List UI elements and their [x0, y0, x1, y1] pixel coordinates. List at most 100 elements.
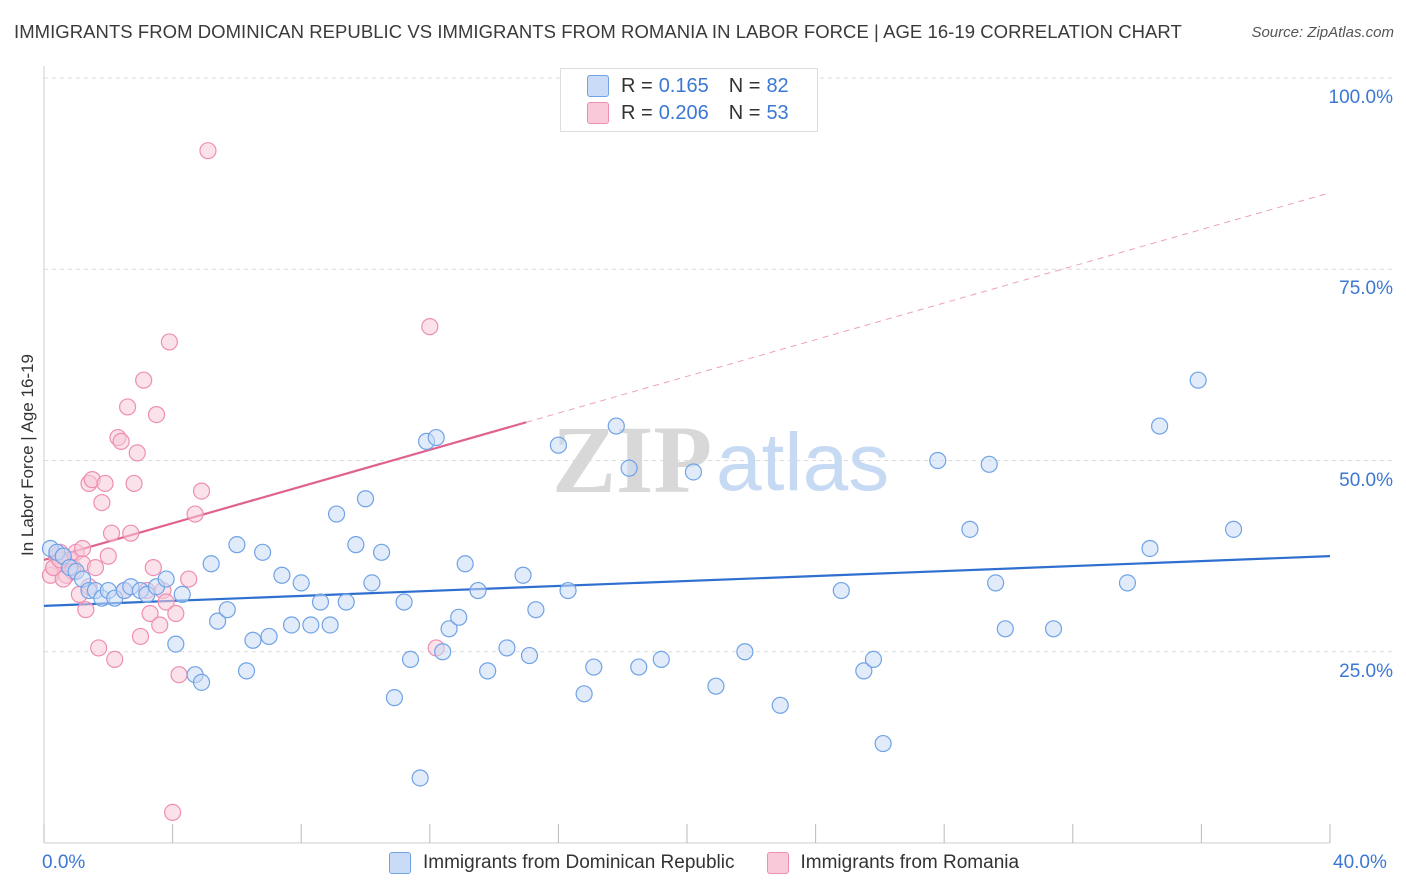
- point-dominican: [1151, 417, 1169, 435]
- point-dominican: [260, 627, 278, 646]
- point-dominican: [363, 574, 381, 592]
- point-romania: [125, 474, 143, 493]
- point-dominican: [440, 620, 458, 638]
- point-dominican: [527, 601, 545, 619]
- point-romania: [147, 406, 166, 424]
- point-romania: [199, 142, 217, 160]
- point-dominican: [980, 455, 998, 473]
- point-dominican: [736, 643, 754, 661]
- stats-legend: R = 0.165 N = 82 R = 0.206 N = 53: [560, 68, 818, 132]
- point-dominican: [434, 643, 452, 661]
- point-romania: [192, 482, 211, 500]
- legend-n-value: 82: [766, 74, 789, 97]
- trend-line-dominican: [43, 555, 1331, 607]
- point-dominican: [327, 505, 346, 523]
- point-dominican: [855, 662, 873, 680]
- point-romania: [170, 666, 188, 684]
- point-dominican: [202, 555, 220, 573]
- point-romania: [131, 627, 150, 646]
- point-dominican: [173, 585, 191, 603]
- point-dominican: [1141, 539, 1159, 558]
- point-dominican: [321, 616, 339, 634]
- point-dominican: [302, 616, 320, 634]
- point-dominican: [237, 662, 256, 680]
- series-label: Immigrants from Romania: [800, 852, 1020, 873]
- point-dominican: [157, 570, 175, 588]
- point-dominican: [864, 650, 883, 669]
- point-dominican: [479, 662, 497, 680]
- point-romania: [186, 505, 204, 523]
- chart-source: Source: ZipAtlas.com: [1251, 24, 1394, 41]
- point-romania: [73, 539, 92, 558]
- point-dominican: [652, 650, 670, 669]
- y-tick-label: 100.0%: [1328, 87, 1393, 108]
- point-romania: [151, 616, 169, 634]
- point-dominican: [620, 459, 638, 477]
- point-dominican: [832, 581, 850, 600]
- y-tick-label: 75.0%: [1339, 278, 1393, 300]
- point-dominican: [1118, 574, 1137, 592]
- point-romania: [102, 524, 121, 542]
- series-swatch-pink: [766, 852, 789, 874]
- point-dominican: [401, 650, 420, 669]
- point-romania: [99, 547, 117, 565]
- y-tick-label: 50.0%: [1339, 469, 1393, 491]
- series-legend: Immigrants from Dominican Republic Immig…: [389, 852, 1051, 874]
- point-romania: [144, 558, 162, 577]
- legend-r-label: R =: [621, 74, 653, 97]
- point-dominican: [1189, 371, 1207, 389]
- point-dominican: [273, 566, 291, 584]
- points-layer: [41, 142, 1243, 822]
- watermark: ZIP atlas: [552, 406, 889, 513]
- point-dominican: [1044, 620, 1063, 638]
- point-dominican: [585, 658, 603, 676]
- point-romania: [164, 803, 182, 822]
- point-dominican: [514, 566, 532, 584]
- point-dominican: [630, 658, 648, 676]
- watermark-zip: ZIP: [552, 406, 712, 513]
- point-dominican: [996, 620, 1014, 638]
- point-dominican: [559, 581, 577, 600]
- point-romania: [90, 639, 108, 657]
- point-romania: [106, 650, 124, 669]
- point-dominican: [228, 536, 246, 554]
- legend-swatch-blue: [587, 75, 609, 97]
- point-dominican: [469, 581, 487, 600]
- point-dominican: [771, 696, 789, 714]
- point-dominican: [254, 543, 272, 561]
- point-dominican: [218, 601, 236, 619]
- legend-r-label: R =: [621, 101, 653, 124]
- point-romania: [180, 570, 198, 588]
- point-romania: [128, 444, 146, 462]
- series-legend-romania[interactable]: Immigrants from Romania: [766, 852, 1020, 874]
- point-dominican: [575, 685, 593, 703]
- point-dominican: [498, 639, 516, 657]
- point-dominican: [385, 689, 404, 707]
- chart-title: IMMIGRANTS FROM DOMINICAN REPUBLIC VS IM…: [14, 21, 1182, 42]
- point-dominican: [356, 490, 375, 508]
- point-dominican: [607, 417, 625, 435]
- point-dominican: [427, 428, 445, 447]
- point-dominican: [167, 635, 185, 653]
- point-dominican: [961, 520, 979, 538]
- series-legend-dominican[interactable]: Immigrants from Dominican Republic: [389, 852, 735, 874]
- point-dominican: [450, 608, 468, 626]
- legend-r-value: 0.165: [658, 74, 709, 97]
- point-dominican: [395, 593, 413, 611]
- trend-line-romania-extension: [526, 192, 1331, 423]
- point-romania: [112, 432, 130, 450]
- point-romania: [93, 493, 111, 512]
- point-dominican: [411, 769, 429, 787]
- series-label: Immigrants from Dominican Republic: [423, 852, 735, 873]
- point-romania: [421, 318, 439, 336]
- axis-layer: [43, 66, 1331, 844]
- point-dominican: [209, 612, 227, 630]
- legend-n-label: N =: [728, 74, 761, 97]
- point-dominican: [456, 555, 474, 573]
- point-dominican: [192, 673, 211, 691]
- point-romania: [141, 604, 159, 623]
- point-dominican: [684, 463, 703, 481]
- point-romania: [157, 593, 175, 611]
- point-romania: [122, 524, 140, 542]
